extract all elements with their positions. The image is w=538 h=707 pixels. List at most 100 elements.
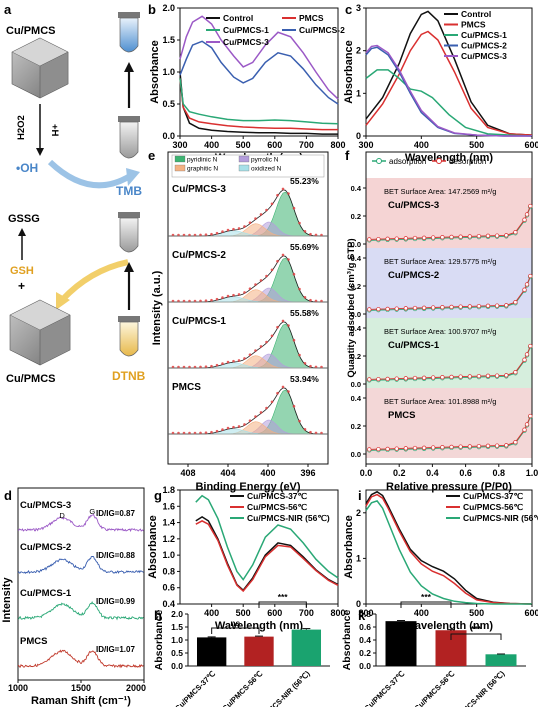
f-point-3-1 — [394, 446, 399, 451]
g-legend-label-0: Cu/PMCS-37℃ — [247, 491, 308, 501]
e-raw-point-0 — [199, 233, 202, 237]
e-legend-label-0: pyridinic N — [187, 157, 218, 164]
e-raw-point-1 — [265, 274, 268, 278]
e-raw-point-3 — [199, 431, 202, 435]
i-legend-label-1: Cu/PMCS-56℃ — [463, 502, 524, 512]
f-point-3-1 — [440, 445, 445, 450]
e-raw-point-0 — [182, 233, 186, 237]
d-sample-label-2: Cu/PMCS-1 — [20, 588, 72, 599]
i-legend-label-2: Cu/PMCS-NIR (56℃) — [463, 513, 538, 523]
panel-letter-k: k — [358, 608, 366, 623]
f-bet-label-0: BET Surface Area: 147.2569 m²/g — [384, 187, 496, 196]
f-point-1-1 — [524, 282, 530, 287]
h2o2-label: H2O2 — [16, 115, 27, 140]
e-raw-point-2 — [171, 365, 175, 369]
e-raw-point-1 — [232, 293, 235, 297]
f-point-0-1 — [485, 233, 491, 238]
panel-g-chart: g 400 500 600 700 800 0.4 0.6 0.8 1.0 1.2 1.4 1.6 1.… — [147, 485, 346, 632]
e-raw-point-3 — [314, 431, 318, 435]
curved-arrow-gsh — [59, 259, 129, 303]
f-point-2-1 — [522, 357, 527, 362]
g-ytick-label-5: 1.4 — [162, 518, 175, 528]
h-bar-2 — [291, 629, 322, 666]
k-significance-label-1: *** — [471, 624, 482, 634]
f-ytick-label-1-2: 0.4 — [351, 254, 362, 263]
f-point-1-1 — [431, 305, 436, 310]
f-point-2-1 — [485, 373, 491, 378]
e-legend-swatch-1 — [238, 155, 250, 163]
panel-e-xps-chart: e pyridinic N pyrrolic N graphitic N oxidiz… — [148, 148, 329, 493]
e-raw-point-3 — [292, 404, 296, 408]
f-point-2-1 — [394, 376, 399, 381]
g-xtick-label-0: 400 — [204, 608, 219, 618]
f-point-2-1 — [504, 373, 509, 378]
f-point-3-1 — [403, 446, 408, 451]
panel-letter-e: e — [148, 148, 155, 163]
e-raw-point-0 — [193, 233, 197, 237]
e-raw-point-0 — [210, 232, 213, 236]
panel-letter-a: a — [4, 2, 12, 17]
f-point-3-1 — [513, 440, 518, 445]
e-raw-point-1 — [287, 258, 290, 261]
b-legend-label-3: Cu/PMCS-2 — [299, 25, 345, 35]
e-percent-label-3: 53.94% — [290, 374, 319, 384]
f-point-3-1 — [449, 444, 454, 450]
f-point-1-1 — [385, 306, 390, 312]
e-raw-point-1 — [303, 296, 307, 299]
e-raw-point-0 — [215, 231, 219, 235]
f-point-1-1 — [476, 303, 482, 309]
d-band-label-g: G — [89, 507, 95, 516]
c-xtick-label-3: 600 — [524, 140, 538, 150]
b-ytick-label-3: 1.5 — [162, 35, 175, 45]
e-raw-point-2 — [298, 353, 301, 357]
panel-b-chart: b 3004005006007008000.00.51.01.52.0Wavel… — [148, 2, 346, 164]
c-series-line-1 — [365, 30, 533, 136]
b-xtick-label-5: 800 — [330, 140, 345, 150]
g-ytick-label-1: 0.6 — [162, 583, 175, 593]
b-xtick-label-0: 300 — [172, 140, 187, 150]
e-raw-point-3 — [281, 385, 285, 389]
e-xtick-label-0: 408 — [180, 468, 195, 478]
f-ytick-label-0-0: 0.0 — [351, 240, 361, 249]
e-raw-point-2 — [281, 319, 285, 323]
f-point-0-1 — [385, 236, 390, 241]
k-ytick-label-1: 0.2 — [359, 648, 371, 658]
d-ratio-label-1: ID/IG=0.88 — [96, 551, 135, 560]
e-legend-label-1: pyrrolic N — [251, 157, 279, 164]
k-significance-label-0: *** — [421, 592, 432, 602]
c-xtick-label-2: 500 — [469, 140, 484, 150]
e-raw-point-0 — [226, 228, 230, 232]
b-series-line-2 — [179, 78, 339, 125]
f-bet-label-2: BET Surface Area: 100.9707 m²/g — [384, 327, 496, 336]
gsh-label: GSH — [10, 265, 34, 277]
c-legend-label-1: PMCS — [461, 20, 486, 30]
f-point-1-1 — [485, 303, 491, 308]
f-point-0-1 — [522, 217, 527, 222]
f-point-3-1 — [504, 443, 509, 448]
h-category-label-0: Cu/PMCS-37℃ — [173, 669, 217, 707]
e-raw-point-0 — [243, 225, 246, 228]
f-xtick-label-4: 0.8 — [493, 468, 506, 478]
panel-a-schematic: a Cu/PMCS H2O2 +H •OH TMB GSSG — [4, 2, 146, 385]
g-legend-label-1: Cu/PMCS-56℃ — [247, 502, 308, 512]
i-xlabel: Wavelength (nm) — [405, 620, 494, 632]
e-raw-point-0 — [320, 233, 323, 237]
plus-sign: + — [18, 279, 25, 293]
i-ytick-label-0: 0 — [356, 599, 361, 609]
g-ytick-label-7: 1.8 — [162, 485, 175, 495]
b-ytick-label-1: 0.5 — [162, 99, 175, 109]
f-bet-label-3: BET Surface Area: 101.8988 m²/g — [384, 397, 496, 406]
plus-h-label: +H — [49, 124, 60, 137]
e-raw-point-1 — [199, 299, 202, 303]
e-raw-point-1 — [221, 296, 224, 299]
b-legend-label-1: PMCS — [299, 13, 324, 23]
i-ytick-label-2: 2 — [356, 508, 361, 518]
f-point-0-1 — [528, 203, 533, 209]
d-band-label-d: D — [59, 511, 65, 520]
c-xlabel: Wavelength (nm) — [405, 152, 494, 164]
d-sample-label-3: PMCS — [20, 636, 47, 647]
dtnb-label: DTNB — [112, 369, 146, 383]
f-point-3-1 — [485, 443, 491, 448]
f-point-0-1 — [504, 233, 509, 238]
e-raw-point-0 — [287, 192, 290, 195]
